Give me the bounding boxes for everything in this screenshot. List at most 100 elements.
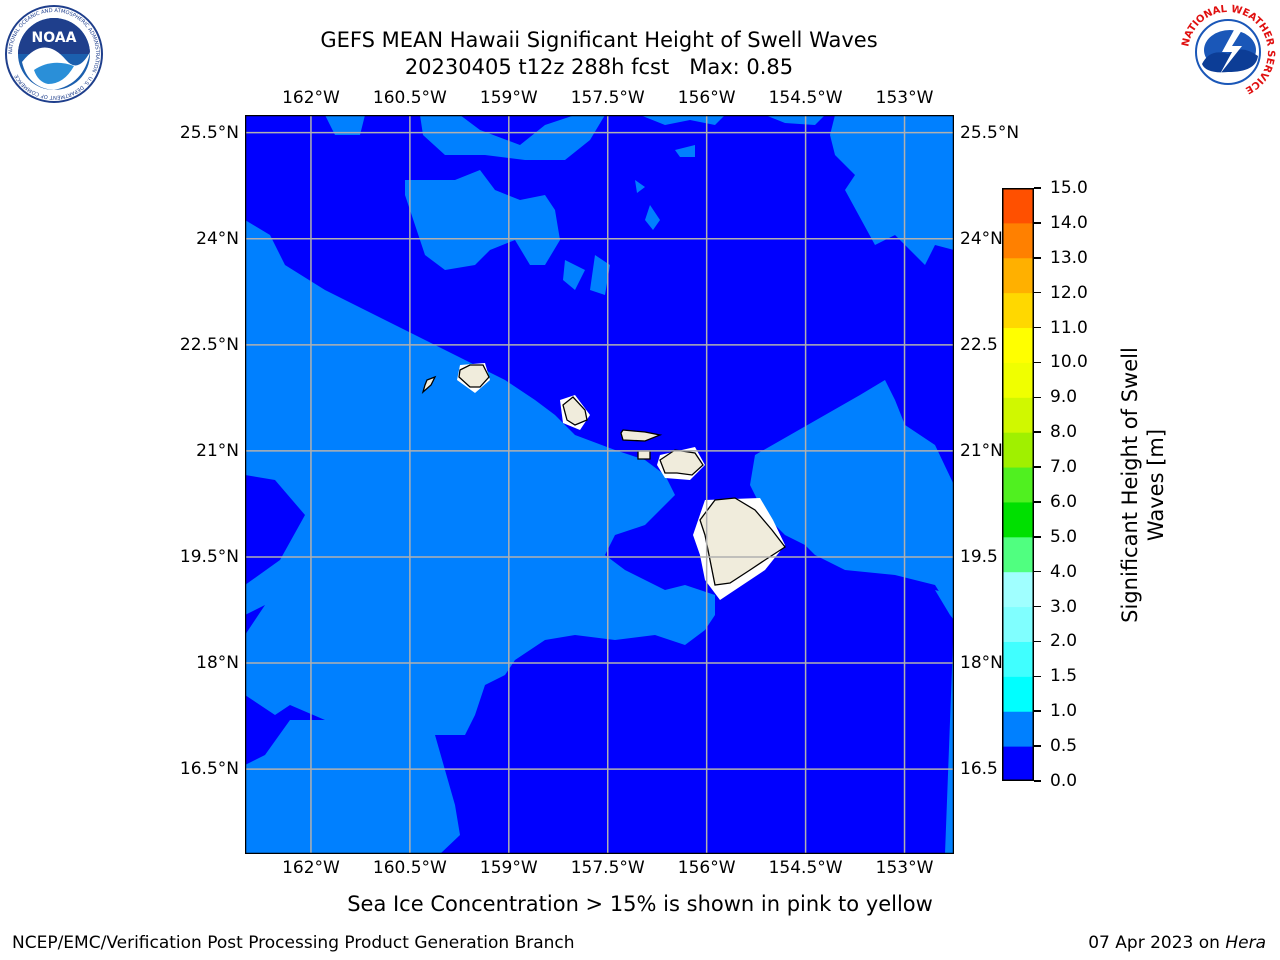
colorbar-tick-0: 15.0 bbox=[1050, 178, 1088, 198]
colorbar-swatch-12 bbox=[1002, 327, 1034, 363]
nws-logo: NATIONAL WEATHER SERVICE bbox=[1180, 4, 1276, 98]
lat-tick-right-1: 24°N bbox=[960, 228, 1003, 249]
lon-tick-top-4: 156°W bbox=[677, 88, 736, 108]
colorbar-tick-4: 11.0 bbox=[1050, 317, 1088, 338]
colorbar-tick-17: 0.0 bbox=[1050, 771, 1078, 791]
lat-tick-right-0: 25.5°N bbox=[960, 122, 1020, 143]
colorbar-swatch-0 bbox=[1002, 746, 1034, 781]
colorbar-tick-12: 3.0 bbox=[1050, 596, 1078, 617]
colorbar-swatch-5 bbox=[1002, 571, 1034, 608]
colorbar-swatch-11 bbox=[1002, 362, 1034, 398]
colorbar-tick-mark-6 bbox=[1034, 396, 1041, 399]
island-molokai bbox=[620, 429, 663, 442]
colorbar-swatch-6 bbox=[1002, 536, 1034, 573]
lon-tick-bottom-1: 160.5°W bbox=[372, 858, 447, 878]
lon-tick-bottom-6: 153°W bbox=[875, 858, 934, 878]
colorbar-swatch-8 bbox=[1002, 467, 1034, 503]
lat-tick-left-1: 24°N bbox=[196, 228, 239, 249]
colorbar-frame bbox=[1002, 188, 1034, 781]
lat-tick-right-3: 21°N bbox=[960, 440, 1003, 461]
colorbar-tick-7: 8.0 bbox=[1050, 422, 1078, 443]
colorbar-tick-8: 7.0 bbox=[1050, 457, 1078, 478]
colorbar-tick-mark-16 bbox=[1034, 745, 1041, 747]
colorbar-tick-mark-1 bbox=[1034, 222, 1041, 224]
colorbar-tick-9: 6.0 bbox=[1050, 491, 1078, 512]
lat-tick-left-5: 18°N bbox=[196, 653, 239, 674]
map-frame bbox=[245, 115, 954, 854]
lat-tick-right-6: 16.5 bbox=[960, 759, 998, 780]
colorbar-tick-mark-12 bbox=[1034, 605, 1041, 608]
colorbar-swatch-13 bbox=[1002, 292, 1034, 329]
island-kauai bbox=[458, 364, 490, 388]
lat-tick-left-2: 22.5°N bbox=[179, 334, 239, 355]
colorbar-swatch-15 bbox=[1002, 222, 1034, 259]
island-hawaii bbox=[699, 497, 786, 586]
chart-title-line2: 20230405 t12z 288h fcst Max: 0.85 bbox=[404, 55, 794, 79]
sea-ice-note: Sea Ice Concentration > 15% is shown in … bbox=[347, 892, 933, 916]
colorbar-swatch-3 bbox=[1002, 641, 1034, 677]
colorbar-tick-mark-0 bbox=[1034, 187, 1041, 189]
svg-text:NOAA: NOAA bbox=[32, 30, 77, 46]
colorbar bbox=[1002, 188, 1034, 781]
map-gridlines bbox=[245, 115, 954, 854]
noaa-logo: NOAA NATIONAL OCEANIC AND ATMOSPHERIC AD… bbox=[5, 5, 103, 103]
colorbar-tick-5: 10.0 bbox=[1050, 352, 1088, 373]
colorbar-swatch-2 bbox=[1002, 676, 1034, 712]
colorbar-tick-15: 1.0 bbox=[1050, 701, 1078, 722]
lat-tick-left-0: 25.5°N bbox=[179, 122, 239, 143]
chart-title-line1: GEFS MEAN Hawaii Significant Height of S… bbox=[320, 28, 878, 52]
lon-tick-bottom-4: 156°W bbox=[677, 858, 736, 878]
colorbar-swatch-7 bbox=[1002, 501, 1034, 538]
colorbar-tick-mark-15 bbox=[1034, 710, 1041, 712]
footer-credit: NCEP/EMC/Verification Post Processing Pr… bbox=[12, 933, 575, 953]
colorbar-tick-mark-4 bbox=[1034, 326, 1041, 329]
footer-date: 07 Apr 2023 on Hera bbox=[1088, 932, 1266, 954]
swell-band-0.5-1.0 bbox=[245, 115, 954, 854]
colorbar-tick-mark-3 bbox=[1034, 291, 1041, 294]
colorbar-tick-2: 13.0 bbox=[1050, 247, 1088, 268]
lat-tick-right-5: 18°N bbox=[960, 653, 1003, 674]
colorbar-label-line1: Significant Height of Swell bbox=[1118, 347, 1142, 623]
lon-tick-top-3: 157.5°W bbox=[570, 88, 645, 108]
lat-tick-left-6: 16.5°N bbox=[179, 759, 239, 780]
colorbar-swatch-4 bbox=[1002, 606, 1034, 642]
lat-tick-right-2: 22.5 bbox=[960, 334, 998, 355]
lon-tick-bottom-5: 154.5°W bbox=[768, 858, 843, 878]
colorbar-swatch-9 bbox=[1002, 432, 1034, 468]
colorbar-tick-16: 0.5 bbox=[1050, 736, 1078, 757]
colorbar-tick-mark-9 bbox=[1034, 501, 1041, 503]
lat-tick-left-3: 21°N bbox=[196, 440, 239, 461]
lat-tick-left-4: 19.5°N bbox=[179, 546, 239, 567]
colorbar-tick-mark-13 bbox=[1034, 640, 1041, 643]
lon-tick-top-1: 160.5°W bbox=[372, 88, 447, 108]
colorbar-tick-6: 9.0 bbox=[1050, 387, 1078, 408]
colorbar-tick-mark-2 bbox=[1034, 257, 1041, 259]
colorbar-label-line2: Waves [m] bbox=[1144, 428, 1168, 542]
colorbar-tick-mark-11 bbox=[1034, 570, 1041, 573]
footer-date-text: 07 Apr 2023 on bbox=[1088, 933, 1226, 953]
island-oahu bbox=[562, 396, 588, 426]
swell-height-map bbox=[245, 115, 954, 854]
colorbar-tick-mark-10 bbox=[1034, 536, 1041, 538]
colorbar-tick-mark-7 bbox=[1034, 431, 1041, 433]
colorbar-tick-mark-5 bbox=[1034, 361, 1041, 364]
islands bbox=[421, 364, 786, 586]
lon-tick-top-6: 153°W bbox=[875, 88, 934, 108]
colorbar-tick-3: 12.0 bbox=[1050, 282, 1088, 303]
colorbar-tick-mark-17 bbox=[1034, 780, 1041, 782]
island-niihau bbox=[421, 375, 437, 394]
lon-tick-top-5: 154.5°W bbox=[768, 88, 843, 108]
colorbar-tick-1: 14.0 bbox=[1050, 212, 1088, 233]
colorbar-tick-11: 4.0 bbox=[1050, 561, 1078, 582]
colorbar-tick-14: 1.5 bbox=[1050, 666, 1078, 687]
colorbar-tick-mark-8 bbox=[1034, 466, 1041, 468]
island-lanai bbox=[637, 450, 651, 460]
lon-tick-top-0: 162°W bbox=[282, 88, 340, 108]
colorbar-swatch-14 bbox=[1002, 257, 1034, 294]
lon-tick-bottom-2: 159°W bbox=[479, 858, 538, 878]
colorbar-swatch-1 bbox=[1002, 711, 1034, 747]
lon-tick-top-2: 159°W bbox=[479, 88, 538, 108]
colorbar-swatch-10 bbox=[1002, 397, 1034, 433]
footer-host: Hera bbox=[1225, 933, 1266, 953]
lon-tick-bottom-0: 162°W bbox=[282, 858, 340, 878]
